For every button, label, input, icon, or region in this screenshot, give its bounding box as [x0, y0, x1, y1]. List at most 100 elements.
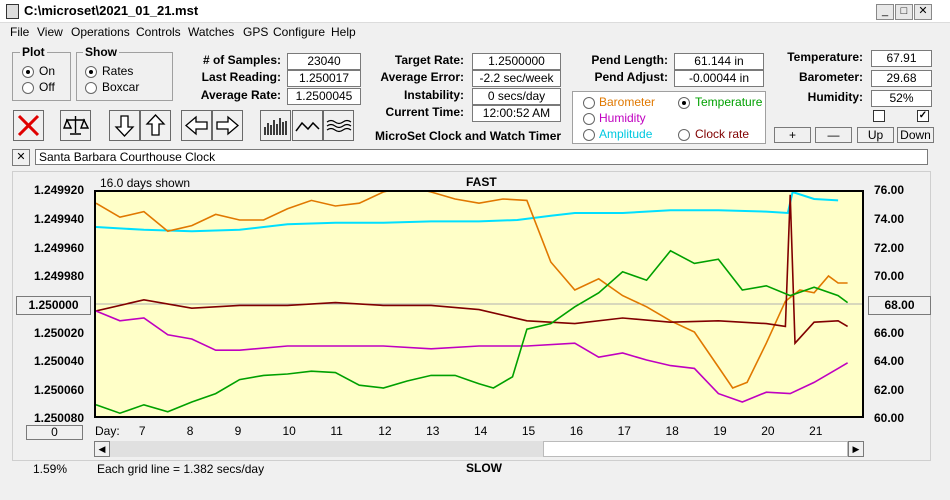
y-right-tick: 70.00 [874, 269, 905, 283]
barometer-option-label: Barometer [599, 95, 656, 109]
bar-graph-icon[interactable] [260, 110, 291, 141]
show-rates-label: Rates [102, 64, 134, 78]
arrow-left-icon[interactable] [181, 110, 212, 141]
x-tick-label: 15 [521, 424, 536, 438]
clock-name-input[interactable]: Santa Barbara Courthouse Clock [35, 149, 928, 165]
y-left-tick: 1.250020 [33, 326, 84, 340]
scroll-thumb[interactable] [543, 441, 848, 457]
menu-watches[interactable]: Watches [188, 25, 235, 39]
x-tick-label: 13 [426, 424, 440, 438]
plot-canvas [94, 190, 864, 418]
current-time-label: Current Time: [385, 105, 464, 119]
instability-label: Instability: [403, 88, 464, 102]
wave-graph-icon[interactable] [323, 110, 354, 141]
rate-center-button[interactable]: 1.250000 [16, 296, 91, 315]
arrow-right-icon[interactable] [212, 110, 243, 141]
clock-rate-radio[interactable] [678, 129, 690, 141]
balance-scale-icon[interactable] [60, 110, 91, 141]
grid-note: Each grid line = 1.382 secs/day [97, 462, 265, 476]
current-time-value: 12:00:52 AM [472, 105, 561, 122]
show-boxcar-radio[interactable] [85, 82, 97, 94]
minimize-button[interactable]: _ [876, 4, 894, 20]
pend-adjust-value: -0.00044 in [674, 70, 764, 87]
avg-rate-value: 1.2500045 [287, 88, 361, 105]
window-title: C:\microset\2021_01_21.mst [24, 3, 199, 18]
last-reading-value: 1.250017 [287, 70, 361, 87]
y-right-tick: 72.00 [874, 241, 905, 255]
menu-view[interactable]: View [37, 25, 63, 39]
menu-controls[interactable]: Controls [136, 25, 181, 39]
y-left-tick: 1.249980 [33, 269, 84, 283]
rate-chart [96, 192, 862, 415]
percent-label: 1.59% [33, 462, 68, 476]
option-checkbox-1[interactable] [873, 110, 885, 122]
scroll-right-icon[interactable]: ▶ [848, 441, 864, 457]
horizontal-scrollbar[interactable]: ◀ ▶ [94, 441, 864, 457]
y-left-tick: 1.250060 [33, 383, 84, 397]
day-axis-label: Day: [95, 424, 120, 438]
menu-gps[interactable]: GPS [243, 25, 269, 39]
sensor-center-button[interactable]: 68.00 [868, 296, 931, 315]
barometer-value: 29.68 [871, 70, 932, 87]
minus-button[interactable]: — [815, 127, 852, 143]
maximize-button[interactable]: □ [895, 4, 913, 20]
menu-help[interactable]: Help [331, 25, 356, 39]
avg-error-label: Average Error: [380, 70, 464, 84]
amplitude-radio[interactable] [583, 129, 595, 141]
x-tick-label: 8 [186, 424, 194, 438]
barometer-radio[interactable] [583, 97, 595, 109]
option-checkbox-2[interactable]: ✓ [917, 110, 929, 122]
y-right-tick: 64.00 [874, 354, 905, 368]
instability-value: 0 secs/day [472, 88, 561, 105]
pend-adjust-label: Pend Adjust: [594, 70, 668, 84]
y-left-tick: 1.249960 [33, 241, 84, 255]
y-right-tick: 66.00 [874, 326, 905, 340]
plot-on-radio[interactable] [22, 66, 34, 78]
arrow-up-icon[interactable] [140, 110, 171, 141]
y-right-tick: 62.00 [874, 383, 905, 397]
zero-button[interactable]: 0 [26, 425, 83, 440]
temperature-radio[interactable] [678, 97, 690, 109]
scroll-left-icon[interactable]: ◀ [94, 441, 110, 457]
plot-off-radio[interactable] [22, 82, 34, 94]
amplitude-option-label: Amplitude [599, 127, 653, 141]
series-line-4 [96, 249, 849, 415]
humidity-value: 52% [871, 90, 932, 107]
x-tick-label: 10 [282, 424, 296, 438]
x-tick-label: 9 [234, 424, 242, 438]
days-shown-label: 16.0 days shown [100, 176, 191, 190]
avg-rate-label: Average Rate: [200, 88, 281, 102]
show-group [76, 52, 173, 101]
clear-icon[interactable] [13, 110, 44, 141]
menu-file[interactable]: File [10, 25, 30, 39]
avg-error-value: -2.2 sec/week [472, 70, 561, 87]
target-rate-label: Target Rate: [394, 53, 464, 67]
y-left-tick: 1.249920 [33, 183, 84, 197]
y-right-tick: 76.00 [874, 183, 905, 197]
y-right-tick: 74.00 [874, 212, 905, 226]
x-tick-label: 20 [761, 424, 775, 438]
x-tick-label: 14 [474, 424, 488, 438]
samples-label: # of Samples: [202, 53, 281, 67]
humidity-option-label: Humidity [599, 111, 646, 125]
x-tick-label: 12 [378, 424, 392, 438]
clear-clock-name-button[interactable]: ✕ [12, 149, 30, 166]
plus-button[interactable]: + [774, 127, 811, 143]
humidity-radio[interactable] [583, 113, 595, 125]
last-reading-label: Last Reading: [201, 70, 281, 84]
line-graph-icon[interactable] [292, 110, 323, 141]
y-left-tick: 1.250080 [33, 411, 84, 425]
menu-configure[interactable]: Configure [273, 25, 326, 39]
x-tick-label: 7 [138, 424, 146, 438]
arrow-down-icon[interactable] [109, 110, 140, 141]
up-button[interactable]: Up [857, 127, 894, 143]
plot-off-label: Off [39, 80, 55, 94]
pend-length-value: 61.144 in [674, 53, 764, 70]
temperature-option-label: Temperature [695, 95, 763, 109]
show-rates-radio[interactable] [85, 66, 97, 78]
target-rate-value: 1.2500000 [472, 53, 561, 70]
x-tick-label: 18 [665, 424, 679, 438]
close-window-button[interactable]: ✕ [914, 4, 932, 20]
down-button[interactable]: Down [897, 127, 934, 143]
menu-operations[interactable]: Operations [71, 25, 130, 39]
